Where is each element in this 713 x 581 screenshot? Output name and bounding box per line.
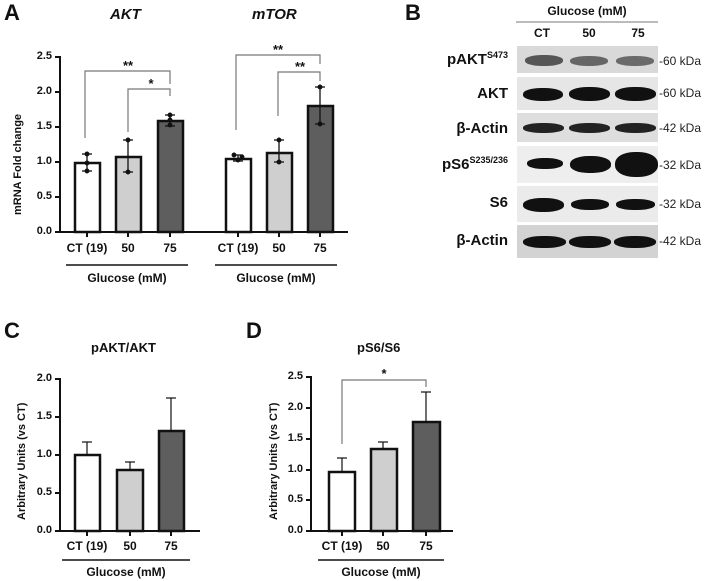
band — [615, 152, 658, 177]
blot-strip-ps6 — [517, 146, 658, 183]
panel-c-ytick: 0.0 — [36, 524, 52, 536]
panel-d-ytick: 0.5 — [287, 493, 303, 505]
band — [523, 88, 563, 101]
blot-strip-akt — [517, 77, 658, 110]
panel-c-ytick: 1.0 — [36, 448, 52, 460]
band — [616, 199, 655, 210]
band — [523, 236, 566, 248]
panel-a-mtor-cat: 75 — [313, 241, 327, 255]
panel-d-cat: CT (19) — [321, 539, 363, 553]
panel-a-ytick: 2.0 — [36, 85, 52, 97]
panel-a-mtor-xlabel: Glucose (mM) — [236, 271, 316, 285]
panel-a-mtor-cat: 50 — [272, 241, 286, 255]
band — [523, 198, 564, 212]
blot-strip-pakt — [517, 46, 658, 73]
blot-label-actin: β-Actin — [456, 232, 508, 249]
panel-d-cat: 75 — [419, 539, 433, 553]
panel-a-letter: A — [4, 0, 20, 25]
band — [569, 236, 611, 248]
panel-d-ytick: 2.5 — [287, 370, 303, 382]
lane-ct: CT — [534, 26, 550, 40]
sig-ps6-ct-75: * — [381, 366, 387, 381]
panel-c-title: pAKT/AKT — [91, 340, 156, 355]
lane-50: 50 — [582, 26, 596, 40]
panel-a-akt-cat: CT (19) — [66, 241, 108, 255]
blot-strip-actin2 — [517, 225, 658, 258]
panel-a-akt-cat: 75 — [163, 241, 177, 255]
panel-c-ytick: 0.5 — [36, 486, 52, 498]
band — [615, 123, 656, 133]
panel-a-ytick: 0.5 — [36, 190, 52, 202]
kda-marker: -60 kDa — [659, 54, 702, 68]
panel-a-ytick: 1.5 — [36, 120, 52, 132]
panel-a-akt-xlabel: Glucose (mM) — [87, 271, 167, 285]
panel-d-ytick: 1.5 — [287, 432, 303, 444]
sig-akt-ct-75: ** — [122, 58, 134, 73]
blot-strip-s6 — [517, 186, 658, 222]
panel-a-ytick: 0.0 — [36, 225, 52, 237]
band — [616, 56, 654, 66]
band — [571, 199, 609, 210]
blot-label-pakt: pAKTS473 — [446, 50, 508, 68]
blot-label-actin: β-Actin — [456, 120, 508, 137]
band — [614, 236, 656, 248]
blot-label-s6: S6 — [489, 194, 508, 211]
band — [570, 56, 608, 66]
band — [525, 55, 563, 66]
panel-c-ytick: 2.0 — [36, 372, 52, 384]
kda-marker: -42 kDa — [659, 121, 702, 135]
kda-marker: -32 kDa — [659, 197, 702, 211]
panel-d-cat: 50 — [376, 539, 390, 553]
panel-d-ytick: 0.0 — [287, 524, 303, 536]
band — [569, 87, 610, 101]
panel-d-ytick: 1.0 — [287, 463, 303, 475]
panel-a-ytick: 1.0 — [36, 155, 52, 167]
panel-a-title-akt: AKT — [110, 6, 141, 23]
panel-d-letter: D — [246, 318, 262, 343]
panel-d-title: pS6/S6 — [357, 340, 401, 355]
panel-c-cat: 50 — [123, 539, 137, 553]
panel-a-title-mtor: mTOR — [252, 6, 297, 23]
panel-c-cat: CT (19) — [66, 539, 108, 553]
sig-mtor-ct-75: ** — [272, 42, 284, 57]
panel-c-xlabel: Glucose (mM) — [86, 565, 166, 579]
panel-d-xlabel: Glucose (mM) — [341, 565, 421, 579]
band — [615, 87, 656, 101]
panel-c-letter: C — [4, 318, 20, 343]
panel-c-ytick: 1.5 — [36, 410, 52, 422]
panel-b-letter: B — [405, 0, 421, 25]
panel-c-cat: 75 — [164, 539, 178, 553]
kda-marker: -60 kDa — [659, 86, 702, 100]
kda-marker: -32 kDa — [659, 158, 702, 172]
band — [570, 156, 611, 173]
lane-75: 75 — [631, 26, 645, 40]
band — [527, 158, 563, 169]
band — [523, 123, 564, 133]
panel-d-ytick: 2.0 — [287, 401, 303, 413]
panel-a-mtor-cat: CT (19) — [217, 241, 259, 255]
panel-a-ytick: 2.5 — [36, 50, 52, 62]
sig-akt-50-75: * — [148, 76, 154, 91]
blot-label-ps6: pS6S235/236 — [441, 155, 508, 173]
band — [569, 123, 610, 133]
kda-marker: -42 kDa — [659, 234, 702, 248]
blot-label-akt: AKT — [477, 85, 508, 102]
panel-a-akt-cat: 50 — [121, 241, 135, 255]
sig-mtor-50-75: ** — [294, 59, 306, 74]
panel-b-header: Glucose (mM) — [547, 4, 627, 18]
blot-strip-actin1 — [517, 113, 658, 142]
